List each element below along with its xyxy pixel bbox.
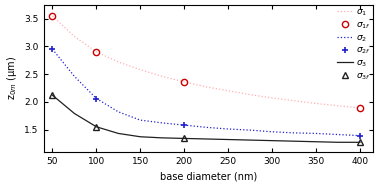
X-axis label: base diameter (nm): base diameter (nm) <box>160 171 257 181</box>
Y-axis label: z$_{0m}$ (μm): z$_{0m}$ (μm) <box>5 56 19 100</box>
Legend: $\sigma_1$, $\sigma_{1f}$, $\sigma_2$, $\sigma_{2f}$, $\sigma_3$, $\sigma_{3f}$: $\sigma_1$, $\sigma_{1f}$, $\sigma_2$, $… <box>336 7 371 83</box>
